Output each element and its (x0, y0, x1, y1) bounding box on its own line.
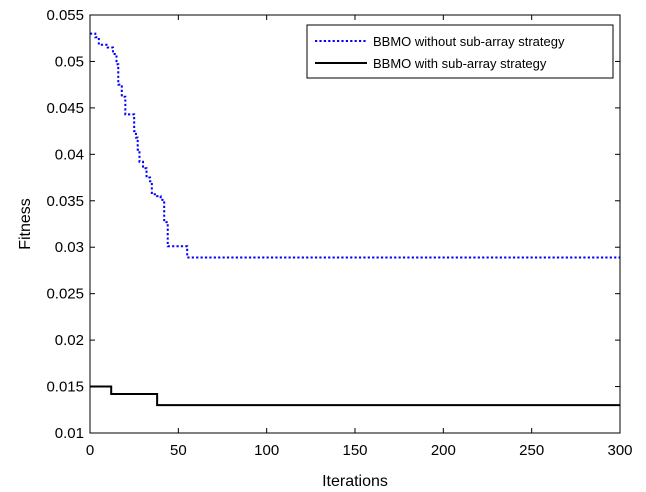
y-tick-label: 0.045 (46, 100, 84, 117)
y-tick-label: 0.035 (46, 193, 84, 210)
x-tick-label: 300 (607, 442, 632, 459)
plot-area (90, 15, 620, 433)
y-tick-label: 0.02 (55, 332, 84, 349)
y-tick-label: 0.025 (46, 286, 84, 303)
y-tick-label: 0.055 (46, 7, 84, 24)
y-tick-label: 0.03 (55, 239, 84, 256)
series-line-1 (90, 385, 620, 407)
y-axis-label: Fitness (17, 198, 34, 250)
x-tick-label: 0 (86, 442, 94, 459)
x-tick-label: 150 (342, 442, 367, 459)
legend-box (306, 24, 614, 79)
y-tick-label: 0.05 (55, 53, 84, 70)
y-tick-label: 0.015 (46, 379, 84, 396)
x-tick-label: 250 (519, 442, 544, 459)
x-axis-label: Iterations (322, 473, 388, 490)
y-tick-label: 0.01 (55, 425, 84, 442)
y-tick-label: 0.04 (55, 146, 84, 163)
x-tick-label: 200 (431, 442, 456, 459)
legend-label-without-sub-array: BBMO without sub-array strategy (373, 34, 565, 49)
legend: BBMO without sub-array strategy BBMO wit… (306, 24, 614, 79)
y-axis-ticks: 0.01 0.015 0.02 0.025 0.03 0.035 0.04 0.045 0.05… (46, 7, 620, 442)
legend-label-with-sub-array: BBMO with sub-array strategy (373, 56, 547, 71)
x-axis-ticks: 0 50 100 150 200 250 300 (86, 15, 633, 459)
x-tick-label: 100 (254, 442, 279, 459)
series-layer (90, 32, 620, 407)
x-tick-label: 50 (170, 442, 187, 459)
